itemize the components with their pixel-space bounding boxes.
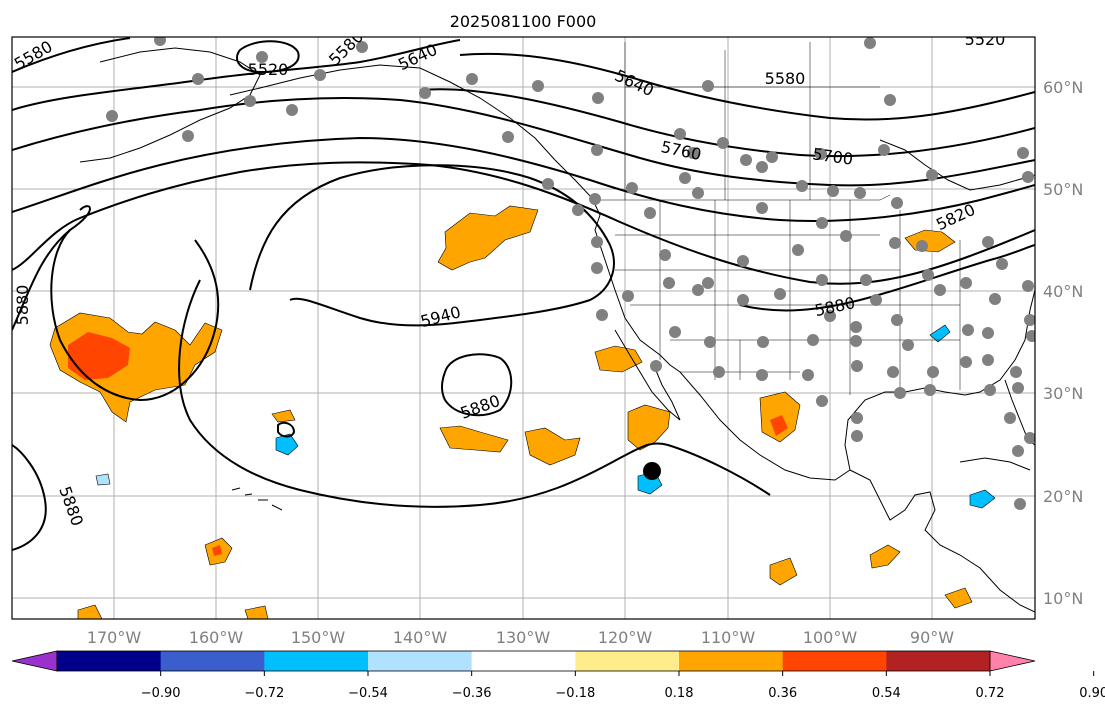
anomaly-cyan-midwest bbox=[929, 324, 951, 343]
contour-5940 bbox=[249, 164, 615, 327]
anomaly-orange-socal bbox=[627, 404, 671, 451]
anomaly-orange-baja bbox=[594, 345, 643, 373]
anomaly-orange-pacific-3 bbox=[524, 427, 581, 466]
lon-label: 170°W bbox=[87, 628, 142, 647]
contour-5880-trough bbox=[50, 229, 220, 402]
colorbar-segment bbox=[57, 651, 162, 671]
colorbar-tick-label: 0.54 bbox=[872, 686, 901, 701]
colorbar-tick-label: −0.36 bbox=[452, 686, 492, 701]
coast-yucatan bbox=[849, 469, 1035, 613]
colorbar-segment bbox=[264, 651, 369, 671]
station-markers bbox=[106, 37, 1035, 510]
anomaly-orange-south-5 bbox=[244, 605, 269, 619]
contour-north-band-1 bbox=[459, 52, 1035, 121]
colorbar-tick-label: 0.18 bbox=[665, 686, 694, 701]
contour-north-band-3 bbox=[12, 97, 1035, 187]
hawaii-islands bbox=[231, 487, 283, 511]
colorbar-tick-label: 0.72 bbox=[976, 686, 1005, 701]
lon-label: 110°W bbox=[701, 628, 756, 647]
lat-label: 60°N bbox=[1043, 78, 1083, 97]
anomaly-cyan-small-2 bbox=[95, 473, 111, 486]
anomaly-cyan-caribbean bbox=[969, 489, 996, 509]
contour-label: 5520 bbox=[965, 30, 1006, 49]
colorbar-extend-min bbox=[11, 650, 58, 672]
anomaly-orange-small-1 bbox=[271, 409, 296, 423]
lon-label: 120°W bbox=[598, 628, 653, 647]
contour-label: 5580 bbox=[765, 69, 806, 88]
anomaly-red-west-pacific bbox=[68, 332, 130, 380]
lat-label: 30°N bbox=[1043, 384, 1083, 403]
colorbar-segment bbox=[782, 651, 887, 671]
contour-north-band-2 bbox=[419, 88, 1035, 158]
colorbar-segment bbox=[471, 651, 576, 671]
anomaly-orange-pacific-2 bbox=[439, 425, 509, 453]
contour-5880-east bbox=[12, 444, 47, 551]
contour-5640-north bbox=[12, 39, 461, 111]
longitude-labels: 170°W 160°W 150°W 140°W 130°W 120°W 110°… bbox=[87, 628, 954, 647]
map-frame bbox=[11, 36, 1036, 620]
anomaly-orange-south-4 bbox=[77, 604, 103, 619]
anomaly-shading bbox=[49, 205, 996, 619]
colorbar-segment bbox=[575, 651, 680, 671]
coast-mexico-west bbox=[679, 371, 851, 481]
lon-label: 90°W bbox=[910, 628, 954, 647]
colorbar-tick-label: 0.36 bbox=[768, 686, 797, 701]
colorbar-extend-max bbox=[989, 650, 1036, 672]
coast-alaska-canada-west bbox=[229, 64, 681, 373]
colorbar-tick-label: −0.18 bbox=[555, 686, 595, 701]
map-area: 5520 5580 5640 5640 5580 5760 5700 5820 … bbox=[12, 30, 1035, 619]
lat-label: 40°N bbox=[1043, 282, 1083, 301]
contour-5880-south bbox=[178, 279, 771, 508]
colorbar-frame bbox=[56, 650, 991, 672]
anomaly-red-hawaii bbox=[212, 545, 222, 556]
colorbar-tick-label: −0.90 bbox=[141, 686, 181, 701]
contour-5520-closed bbox=[235, 40, 300, 74]
colorbar-segment bbox=[368, 651, 473, 671]
contour-5580-nw bbox=[12, 37, 131, 73]
contour-small-closed bbox=[277, 421, 296, 438]
lon-label: 150°W bbox=[291, 628, 346, 647]
anomaly-orange-south-2 bbox=[869, 544, 901, 569]
colorbar: −0.90 −0.72 −0.54 −0.36 −0.18 0.18 0.36 0.54 0.7… bbox=[11, 650, 1105, 701]
colorbar-tick-label: −0.54 bbox=[348, 686, 388, 701]
coast-baja bbox=[614, 329, 681, 421]
lat-label: 10°N bbox=[1043, 589, 1083, 608]
anomaly-red-gulf bbox=[770, 415, 788, 436]
anomaly-cyan-small-1 bbox=[275, 433, 299, 456]
contour-label: 5880 bbox=[13, 285, 32, 326]
coast-hudson bbox=[879, 139, 1035, 191]
colorbar-segment bbox=[886, 651, 991, 671]
anomaly-orange-pacific-1 bbox=[437, 205, 539, 271]
latitude-labels: 60°N 50°N 40°N 30°N 20°N 10°N bbox=[1043, 78, 1083, 608]
anomaly-orange-south-1 bbox=[769, 557, 798, 586]
colorbar-tick-label: −0.72 bbox=[244, 686, 284, 701]
figure-title: 2025081100 F000 bbox=[450, 12, 597, 31]
colorbar-segment bbox=[160, 651, 265, 671]
anomaly-orange-south-3 bbox=[944, 587, 973, 609]
contour-north-band-4 bbox=[12, 136, 1035, 222]
coast-cuba bbox=[959, 457, 1031, 471]
contour-5880-northeast bbox=[739, 244, 1035, 312]
lat-label: 20°N bbox=[1043, 487, 1083, 506]
contour-5880-closed bbox=[441, 353, 513, 417]
lon-label: 100°W bbox=[803, 628, 858, 647]
storm-center-marker bbox=[643, 462, 661, 480]
lon-label: 140°W bbox=[393, 628, 448, 647]
lon-label: 130°W bbox=[496, 628, 551, 647]
lon-label: 160°W bbox=[189, 628, 244, 647]
contour-label: 5520 bbox=[248, 60, 289, 79]
colorbar-segment bbox=[679, 651, 784, 671]
colorbar-tick-label: 0.90 bbox=[1079, 686, 1105, 701]
lat-label: 50°N bbox=[1043, 180, 1083, 199]
